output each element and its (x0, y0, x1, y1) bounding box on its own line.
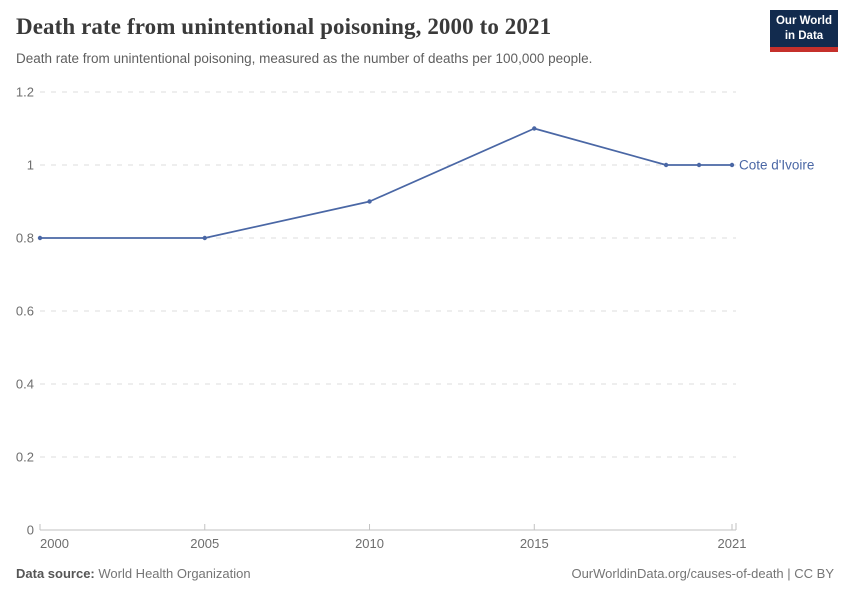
data-point-marker[interactable] (37, 235, 43, 241)
data-source-value: World Health Organization (94, 566, 251, 581)
y-axis-tick-label: 0.2 (16, 450, 34, 465)
y-axis-tick-label: 1.2 (16, 85, 34, 100)
owid-logo[interactable]: Our World in Data (770, 10, 838, 52)
y-axis-tick-label: 0.6 (16, 304, 34, 319)
owid-logo-line2: in Data (784, 29, 824, 42)
data-source-label: Data source: (16, 566, 95, 581)
data-source-note: Data source: World Health Organization (16, 566, 251, 581)
page-title: Death rate from unintentional poisoning,… (16, 14, 552, 39)
x-axis-tick-label: 2015 (520, 536, 549, 551)
data-point-marker[interactable] (663, 162, 669, 168)
series-line[interactable] (40, 127, 732, 239)
data-point-marker[interactable] (696, 162, 702, 168)
x-axis-tick-label: 2000 (40, 536, 69, 551)
data-point-marker[interactable] (729, 162, 735, 168)
data-point-marker[interactable] (202, 235, 207, 241)
y-axis-tick-label: 0 (27, 523, 34, 538)
y-axis-tick-label: 0.8 (16, 231, 34, 246)
credit-link[interactable]: OurWorldinData.org/causes-of-death | CC … (571, 566, 834, 581)
x-axis-tick-label: 2021 (718, 536, 747, 551)
y-axis-tick-label: 1 (27, 158, 34, 173)
x-axis-tick-label: 2005 (190, 536, 219, 551)
data-point-marker[interactable] (532, 126, 537, 131)
chart-subtitle: Death rate from unintentional poisoning,… (16, 51, 593, 66)
owid-logo-line1: Our World (775, 15, 832, 28)
line-chart-canvas: 0 0.2 0.4 0.6 0.8 1 1.2 2000 2005 2010 2015 2021 Cot… (16, 85, 814, 552)
data-point-marker[interactable] (367, 199, 372, 204)
chart-footer: Data source: World Health Organization O… (16, 566, 834, 581)
x-axis-tick-label: 2010 (355, 536, 384, 551)
y-axis-tick-label: 0.4 (16, 377, 34, 392)
entity-label[interactable]: Cote d'Ivoire (739, 158, 814, 173)
